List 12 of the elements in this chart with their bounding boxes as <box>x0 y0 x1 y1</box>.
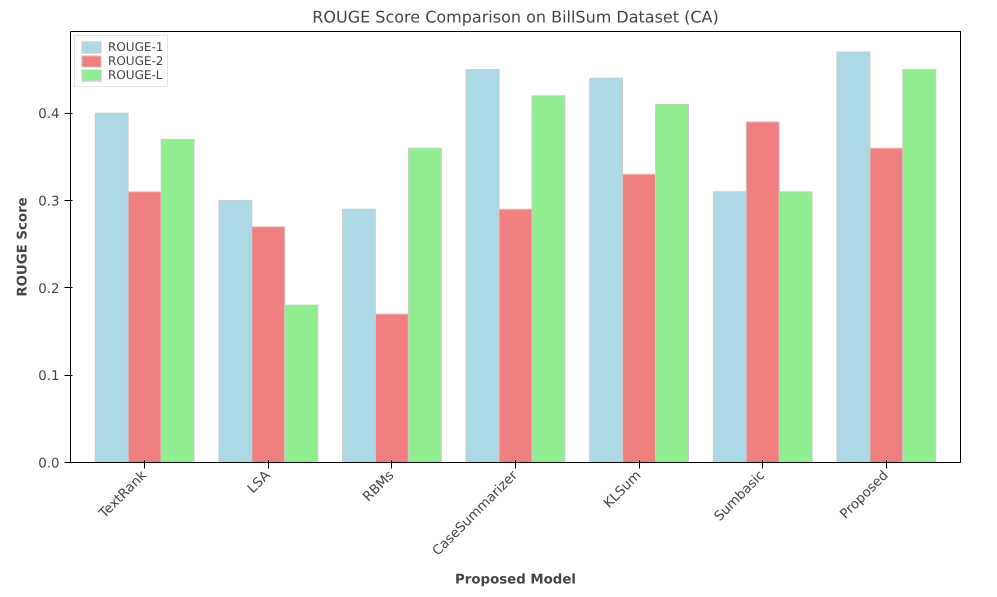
legend-label: ROUGE-L <box>108 68 162 82</box>
y-tick-label: 0.0 <box>38 456 60 472</box>
y-tick-label: 0.4 <box>38 107 60 122</box>
y-tick-label: 0.2 <box>38 282 60 297</box>
y-tick-label: 0.3 <box>38 194 60 210</box>
x-axis-title: Proposed Model <box>455 572 576 588</box>
x-tick-label: LSA <box>245 468 274 497</box>
legend-label: ROUGE-1 <box>108 40 164 54</box>
chart-title: ROUGE Score Comparison on BillSum Dataset (CA) <box>312 8 719 26</box>
y-axis-title: ROUGE Score <box>15 197 30 297</box>
legend-label: ROUGE-2 <box>108 54 164 68</box>
y-tick-label: 0.1 <box>38 369 60 384</box>
